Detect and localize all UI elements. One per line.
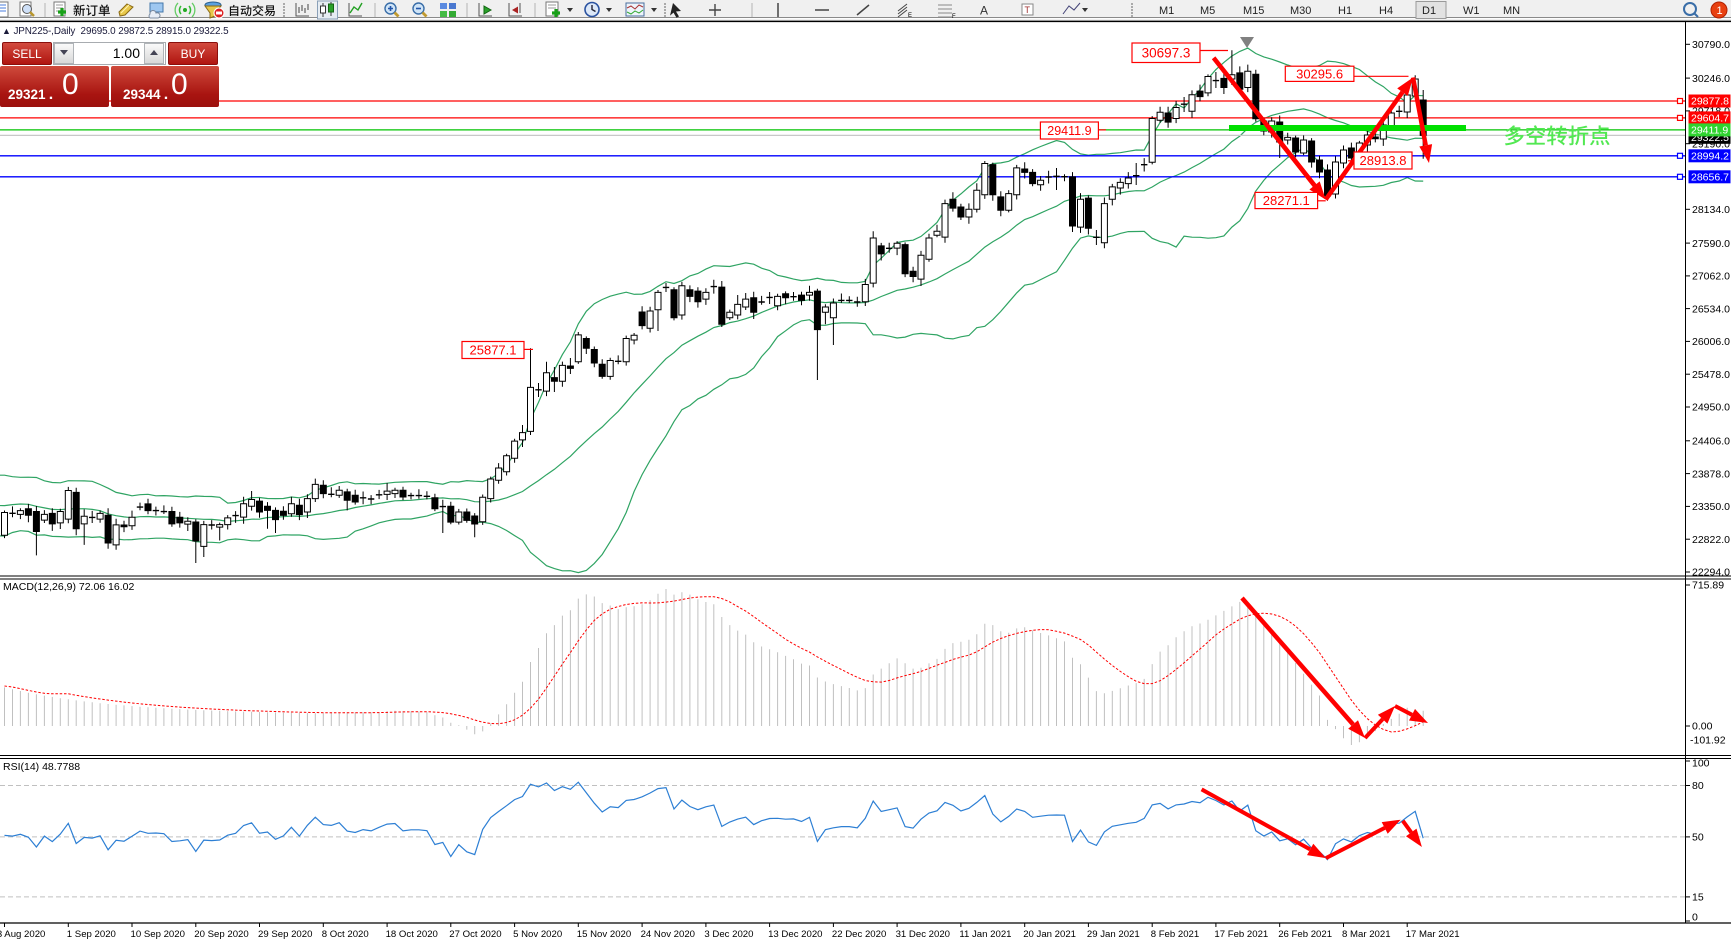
- svg-text:E: E: [908, 13, 912, 19]
- svg-text:24406.0: 24406.0: [1692, 436, 1730, 448]
- svg-text:23350.0: 23350.0: [1692, 501, 1730, 513]
- svg-text:715.89: 715.89: [1692, 580, 1724, 592]
- svg-text:20 Sep 2020: 20 Sep 2020: [194, 929, 248, 940]
- svg-text:0: 0: [1692, 912, 1698, 924]
- svg-text:W1: W1: [1463, 5, 1480, 17]
- svg-text:11 Jan 2021: 11 Jan 2021: [959, 929, 1011, 940]
- svg-text:18 Oct 2020: 18 Oct 2020: [386, 929, 438, 940]
- svg-text:MACD(12,26,9) 72.06 16.02: MACD(12,26,9) 72.06 16.02: [3, 581, 134, 593]
- svg-text:30697.3: 30697.3: [1142, 46, 1191, 61]
- svg-text:26 Feb 2021: 26 Feb 2021: [1278, 929, 1332, 940]
- svg-text:25877.1: 25877.1: [470, 343, 517, 358]
- svg-text:29604.7: 29604.7: [1691, 113, 1729, 125]
- svg-text:0.00: 0.00: [1692, 721, 1713, 733]
- svg-text:29411.9: 29411.9: [1691, 125, 1728, 137]
- svg-text:29 Sep 2020: 29 Sep 2020: [258, 929, 312, 940]
- svg-text:30790.0: 30790.0: [1692, 39, 1730, 51]
- svg-text:22294.0: 22294.0: [1692, 567, 1730, 579]
- svg-text:23878.0: 23878.0: [1692, 468, 1730, 480]
- svg-text:13 Dec 2020: 13 Dec 2020: [768, 929, 822, 940]
- svg-text:29 Jan 2021: 29 Jan 2021: [1087, 929, 1140, 940]
- svg-text:27590.0: 27590.0: [1692, 238, 1730, 250]
- svg-text:RSI(14) 48.7788: RSI(14) 48.7788: [3, 761, 80, 773]
- svg-text:MN: MN: [1503, 5, 1520, 17]
- svg-text:25478.0: 25478.0: [1692, 369, 1730, 381]
- svg-text:F: F: [952, 14, 956, 20]
- svg-text:24950.0: 24950.0: [1692, 402, 1730, 414]
- svg-text:3 Dec 2020: 3 Dec 2020: [704, 929, 753, 940]
- svg-text:D1: D1: [1422, 5, 1436, 17]
- svg-text:M15: M15: [1243, 5, 1264, 17]
- svg-text:31 Dec 2020: 31 Dec 2020: [896, 929, 950, 940]
- svg-text:30246.0: 30246.0: [1692, 73, 1730, 85]
- svg-text:8 Mar 2021: 8 Mar 2021: [1342, 929, 1391, 940]
- svg-text:1: 1: [1717, 5, 1723, 17]
- svg-text:29877.8: 29877.8: [1691, 96, 1729, 108]
- svg-text:50: 50: [1692, 832, 1704, 844]
- svg-text:H1: H1: [1338, 5, 1352, 17]
- svg-text:28656.7: 28656.7: [1691, 172, 1729, 184]
- svg-text:15: 15: [1692, 892, 1704, 904]
- svg-text:30295.6: 30295.6: [1296, 66, 1343, 81]
- svg-text:29411.9: 29411.9: [1047, 124, 1091, 138]
- svg-text:22 Dec 2020: 22 Dec 2020: [832, 929, 886, 940]
- svg-text:23 Aug 2020: 23 Aug 2020: [0, 929, 45, 940]
- svg-text:A: A: [980, 4, 988, 18]
- svg-text:28271.1: 28271.1: [1263, 193, 1310, 208]
- svg-text:8 Oct 2020: 8 Oct 2020: [322, 929, 369, 940]
- svg-text:80: 80: [1692, 780, 1704, 792]
- svg-text:26534.0: 26534.0: [1692, 303, 1730, 315]
- svg-text:28994.2: 28994.2: [1691, 151, 1729, 163]
- svg-text:10 Sep 2020: 10 Sep 2020: [131, 929, 185, 940]
- svg-text:1 Sep 2020: 1 Sep 2020: [67, 929, 116, 940]
- svg-text:20 Jan 2021: 20 Jan 2021: [1023, 929, 1076, 940]
- svg-text:15 Nov 2020: 15 Nov 2020: [577, 929, 631, 940]
- svg-text:M30: M30: [1290, 5, 1311, 17]
- svg-text:8 Feb 2021: 8 Feb 2021: [1151, 929, 1200, 940]
- svg-text:M5: M5: [1200, 5, 1215, 17]
- svg-text:5 Nov 2020: 5 Nov 2020: [513, 929, 562, 940]
- svg-text:-101.92: -101.92: [1690, 735, 1726, 747]
- svg-text:28134.0: 28134.0: [1692, 204, 1730, 216]
- svg-text:100: 100: [1692, 758, 1710, 770]
- svg-text:22822.0: 22822.0: [1692, 534, 1730, 546]
- svg-text:27062.0: 27062.0: [1692, 271, 1730, 283]
- svg-text:T: T: [1025, 5, 1031, 15]
- svg-text:27 Oct 2020: 27 Oct 2020: [449, 929, 501, 940]
- svg-text:26006.0: 26006.0: [1692, 336, 1730, 348]
- svg-text:M1: M1: [1159, 5, 1174, 17]
- svg-text:24 Nov 2020: 24 Nov 2020: [641, 929, 695, 940]
- svg-text:28913.8: 28913.8: [1360, 153, 1407, 168]
- svg-text:17 Mar 2021: 17 Mar 2021: [1406, 929, 1460, 940]
- svg-text:17 Feb 2021: 17 Feb 2021: [1214, 929, 1268, 940]
- svg-text:H4: H4: [1379, 5, 1393, 17]
